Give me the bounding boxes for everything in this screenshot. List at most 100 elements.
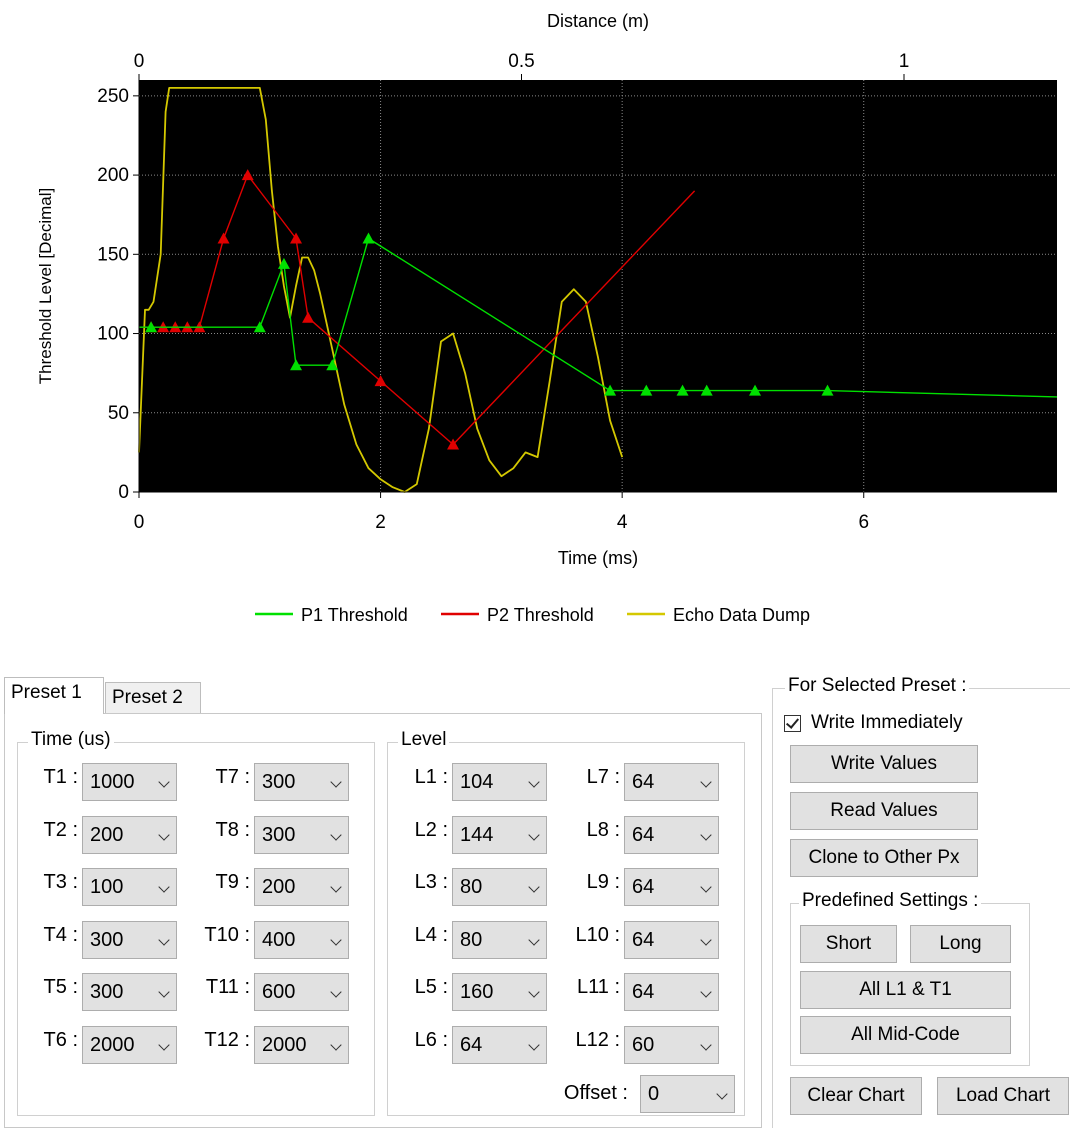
level-dropdown-5[interactable]: 160 [452,973,547,1012]
level-value-12: 60 [632,1034,655,1056]
level-label-8: L8 : [586,818,620,841]
legend-label-2: Echo Data Dump [673,605,810,625]
write-immediately-label: Write Immediately [811,712,963,733]
time-dropdown-2[interactable]: 200 [82,815,177,854]
time-label-8: T8 : [215,818,250,841]
level-value-11: 64 [632,981,655,1004]
x-tick-label: 4 [617,512,628,533]
time-dropdown-4[interactable]: 300 [82,920,177,959]
chevron-down-icon [528,776,540,788]
chevron-down-icon [330,934,342,946]
series-0-point [326,359,339,371]
chevron-down-icon [528,1039,540,1051]
level-dropdown-7[interactable]: 64 [624,763,719,801]
level-dropdown-8[interactable]: 64 [624,815,719,854]
y-tick-label: 200 [97,165,129,186]
level-dropdown-1[interactable]: 104 [452,763,547,801]
time-dropdown-11[interactable]: 600 [254,973,349,1012]
all-l1-t1-button[interactable]: All L1 & T1 [800,971,1011,1009]
tab-preset-1[interactable]: Preset 1 [4,677,104,714]
level-label-9: L9 : [586,871,620,894]
time-value-7: 300 [262,771,296,793]
level-dropdown-11[interactable]: 64 [624,973,719,1012]
chevron-down-icon [330,1039,342,1051]
x2-tick-label: 0.5 [508,51,534,72]
series-line-2 [138,87,624,493]
level-dropdown-10[interactable]: 64 [624,920,719,959]
clear-chart-button[interactable]: Clear Chart [790,1077,922,1115]
chevron-down-icon [700,881,712,893]
time-label-7: T7 : [215,766,250,788]
clone-to-other-px-button[interactable]: Clone to Other Px [790,839,978,877]
time-dropdown-3[interactable]: 100 [82,868,177,907]
level-dropdown-12[interactable]: 60 [624,1026,719,1064]
time-dropdown-5[interactable]: 300 [82,973,177,1012]
plot-area [139,80,1057,492]
x-tick-label: 2 [375,512,386,533]
short-button[interactable]: Short [800,925,897,963]
y-axis-title: Threshold Level [Decimal] [36,188,55,385]
offset-dropdown[interactable]: 0 [640,1075,735,1113]
chevron-down-icon [158,881,170,893]
y-tick-label: 50 [108,403,129,424]
time-label-6: T6 : [43,1029,78,1051]
level-dropdown-2[interactable]: 144 [452,815,547,854]
load-chart-button[interactable]: Load Chart [937,1077,1069,1115]
selected-preset-title: For Selected Preset : [785,675,970,697]
time-group-title: Time (us) [28,729,114,751]
write-values-button[interactable]: Write Values [790,745,978,783]
write-immediately-checkbox[interactable] [784,714,801,732]
time-value-5: 300 [90,981,124,1004]
level-value-3: 80 [460,876,483,899]
level-value-2: 144 [460,823,494,846]
level-dropdown-6[interactable]: 64 [452,1026,547,1064]
series-0-point [277,257,290,269]
all-mid-code-button[interactable]: All Mid-Code [800,1016,1011,1054]
chevron-down-icon [716,1088,728,1100]
series-0-point [604,384,617,396]
x2-tick-label: 1 [899,51,910,72]
chevron-down-icon [158,986,170,999]
time-dropdown-8[interactable]: 300 [254,815,349,854]
level-dropdown-9[interactable]: 64 [624,868,719,907]
series-1-point [302,311,315,323]
x-tick-label: 0 [134,512,145,533]
preset-1-panel: Time (us) T1 : 1000 T2 : 200 T3 : 100 T4 : 300 T… [4,713,762,1128]
legend-label-1: P2 Threshold [487,605,594,625]
time-dropdown-10[interactable]: 400 [254,920,349,959]
time-value-3: 100 [90,876,124,899]
read-values-button[interactable]: Read Values [790,792,978,830]
time-label-9: T9 : [215,871,250,894]
chevron-down-icon [158,828,170,841]
level-dropdown-4[interactable]: 80 [452,920,547,959]
x2-tick-label: 0 [134,51,145,72]
chevron-down-icon [158,934,170,946]
chevron-down-icon [700,934,712,946]
series-0-point [362,232,375,244]
legend: P1 Threshold P2 Threshold Echo Data Dump [255,605,810,625]
time-dropdown-12[interactable]: 2000 [254,1026,349,1064]
long-button[interactable]: Long [910,925,1011,963]
y-tick-label: 100 [97,324,129,345]
series-0-point [676,384,689,396]
write-immediately-row[interactable]: Write Immediately [784,710,963,736]
series-1-point [241,169,254,181]
time-dropdown-6[interactable]: 2000 [82,1026,177,1064]
series-0-point [700,384,713,396]
chevron-down-icon [700,776,712,788]
time-dropdown-7[interactable]: 300 [254,763,349,801]
level-value-4: 80 [460,928,483,951]
level-value-8: 64 [632,823,655,846]
time-dropdown-1[interactable]: 1000 [82,763,177,801]
time-label-4: T4 : [43,923,78,946]
x2-axis-title: Distance (m) [547,11,649,31]
time-label-11: T11 : [205,976,250,999]
legend-label-0: P1 Threshold [301,605,408,625]
level-dropdown-3[interactable]: 80 [452,868,547,907]
tab-preset-2[interactable]: Preset 2 [105,682,201,714]
level-label-3: L3 : [414,871,448,894]
series-1-point [290,232,303,244]
time-dropdown-9[interactable]: 200 [254,868,349,907]
chevron-down-icon [158,776,170,788]
x-tick-label: 6 [858,512,869,533]
